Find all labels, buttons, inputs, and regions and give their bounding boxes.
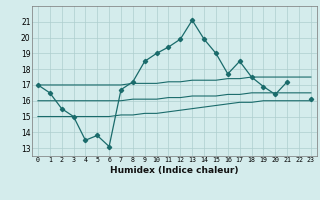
X-axis label: Humidex (Indice chaleur): Humidex (Indice chaleur) <box>110 166 239 175</box>
